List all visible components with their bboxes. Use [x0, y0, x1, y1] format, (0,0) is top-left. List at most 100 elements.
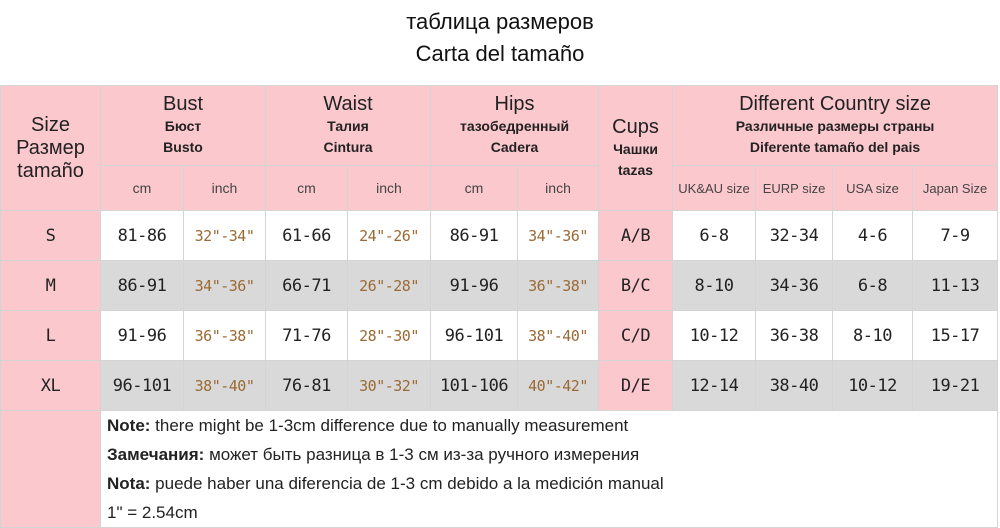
cell-text: Bust — [162, 93, 204, 115]
cell-text: Размер — [16, 136, 85, 159]
cell-value: 34"-36" — [194, 276, 255, 295]
cell-value: 91-96 — [117, 325, 167, 346]
cell-value: 34-36 — [769, 275, 819, 296]
table-cell: 8-10 — [832, 310, 914, 361]
cell-value: 10-12 — [848, 375, 897, 396]
cell-value: S — [45, 225, 56, 246]
cell-value: 15-17 — [930, 325, 980, 346]
cell-text: Size — [31, 113, 70, 136]
table-row: XL 96-101 38"-40" 76-81 30"-32" 101-106 40"-42… — [0, 360, 999, 411]
cell-text: tazas — [618, 161, 654, 178]
cell-value: 8-10 — [694, 275, 734, 296]
cell-value: 38-40 — [769, 375, 819, 396]
cell-value: M — [45, 275, 56, 296]
cell-value: 36"-38" — [528, 276, 588, 295]
cell-value: 76-81 — [282, 375, 331, 396]
table-cell: 76-81 — [265, 360, 348, 411]
country-label: UK&AU size — [678, 180, 750, 196]
table-cell: Cups Чашки tazas — [598, 85, 674, 211]
note-line: Note: there might be 1-3cm difference du… — [107, 411, 997, 440]
note-line: Замечания: может быть разница в 1-3 см и… — [107, 440, 997, 469]
table-cell: 4-6 — [832, 210, 914, 261]
cell-value: 91-96 — [449, 275, 499, 296]
cell-value: 24"-26" — [359, 226, 419, 245]
table-cell: 15-17 — [912, 310, 999, 361]
cell-value: 30"-32" — [359, 376, 419, 395]
table-cell: 81-86 — [100, 210, 184, 261]
table-cell: EURP size — [755, 165, 834, 211]
table-cell: 30"-32" — [346, 360, 432, 411]
country-label: Japan Size — [922, 180, 988, 196]
cell-value: 96-101 — [444, 325, 504, 346]
cell-value: 36"-38" — [194, 326, 255, 345]
cell-value: 66-71 — [282, 275, 331, 296]
titles: таблица размеров Carta del tamaño — [0, 6, 1000, 70]
note-line: 1" = 2.54cm — [107, 498, 997, 527]
cell-value: 38"-40" — [528, 326, 588, 345]
cell-value: 4-6 — [857, 225, 888, 246]
table-cell: 34-36 — [755, 260, 834, 311]
table-cell: 86-91 — [100, 260, 184, 311]
table-cell: 6-8 — [832, 260, 914, 311]
cell-value: 86-91 — [117, 275, 167, 296]
cell-value: 8-10 — [853, 325, 892, 346]
note-label: Note: — [107, 416, 151, 435]
table-row: Note: there might be 1-3cm difference du… — [0, 410, 999, 528]
cell-text: Waist — [323, 93, 373, 115]
table-cell: 96-101 — [430, 310, 519, 361]
table-cell: 32"-34" — [183, 210, 266, 261]
table-cell: XL — [0, 360, 101, 411]
cell-value: 86-91 — [449, 225, 499, 246]
table-cell: 28"-30" — [346, 310, 432, 361]
cell-value: 6-8 — [857, 275, 888, 296]
cell-value: 36-38 — [769, 325, 819, 346]
table-cell: 36"-38" — [517, 260, 600, 311]
cell-text: Hips — [494, 93, 535, 115]
table-cell: 19-21 — [912, 360, 999, 411]
table-cell: Different Country size Различные размеры … — [672, 85, 999, 166]
table-cell: 12-14 — [672, 360, 757, 411]
cell-text: Чашки — [613, 140, 658, 157]
note-text: there might be 1-3cm difference due to m… — [150, 416, 629, 435]
table-cell: 26"-28" — [346, 260, 432, 311]
note-text: может быть разница в 1-3 см из-за ручног… — [204, 445, 640, 464]
table-cell: 61-66 — [265, 210, 348, 261]
cell-text: Талия — [327, 118, 369, 134]
table-cell: 40"-42" — [517, 360, 600, 411]
table-cell: UK&AU size — [672, 165, 757, 211]
cell-value: 40"-42" — [528, 376, 588, 395]
unit-label: inch — [211, 180, 238, 196]
cell-text: Бюст — [164, 118, 202, 134]
cell-value: XL — [40, 375, 61, 396]
title-line: Carta del tamaño — [415, 41, 585, 66]
note-line: Nota: puede haber una diferencia de 1-3 … — [107, 469, 997, 498]
table-cell: 38"-40" — [517, 310, 600, 361]
table-cell: 96-101 — [100, 360, 184, 411]
cell-text: Cadera — [490, 139, 539, 155]
table-cell: C/D — [598, 310, 674, 361]
cell-value: D/E — [620, 375, 651, 396]
unit-label: inch — [545, 180, 571, 196]
table-cell: inch — [517, 165, 600, 211]
table-cell: 7-9 — [912, 210, 999, 261]
note-text: puede haber una diferencia de 1-3 cm deb… — [150, 474, 664, 493]
cell-text: Busto — [163, 139, 203, 155]
cell-value: A/B — [620, 225, 651, 246]
note-label: Nota: — [107, 474, 151, 493]
table-cell — [0, 410, 101, 528]
unit-label: cm — [464, 180, 484, 196]
table-cell: inch — [346, 165, 432, 211]
note-text: 1" = 2.54cm — [107, 503, 198, 522]
table-cell: A/B — [598, 210, 674, 261]
country-label: USA size — [846, 180, 899, 196]
table-row: S 81-86 32"-34" 61-66 24"-26" 86-91 34"-36" A/B… — [0, 210, 999, 261]
table-cell: 91-96 — [100, 310, 184, 361]
country-label: EURP size — [762, 180, 826, 196]
table-cell: 66-71 — [265, 260, 348, 311]
table-cell: Japan Size — [912, 165, 999, 211]
cell-text: Различные размеры страны — [735, 118, 935, 134]
cell-value: 34"-36" — [528, 226, 588, 245]
table-cell: 91-96 — [430, 260, 519, 311]
table-cell: 6-8 — [672, 210, 757, 261]
